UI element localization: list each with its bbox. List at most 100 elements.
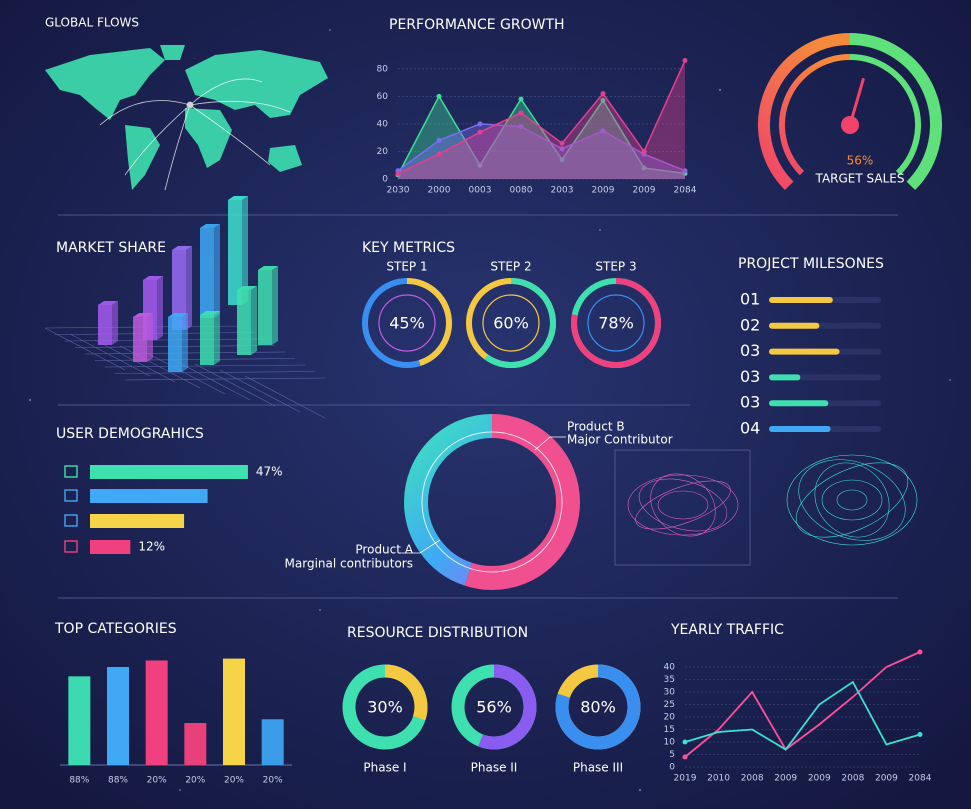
panel-title: PERFORMANCE GROWTH	[389, 17, 565, 33]
star	[319, 609, 321, 611]
star	[28, 398, 32, 402]
wireframe-pink	[614, 449, 751, 566]
bar-side	[147, 313, 153, 362]
star	[329, 29, 331, 31]
demographic-icons	[64, 465, 78, 553]
panel-title: GLOBAL FLOWS	[45, 16, 139, 30]
y-tick-label: 5	[669, 750, 675, 760]
y-tick-label: 35	[664, 675, 675, 685]
bar	[200, 315, 214, 365]
flow-line	[189, 78, 263, 106]
line	[684, 651, 921, 758]
x-tick-label: 2019	[674, 774, 697, 784]
area-line	[397, 94, 686, 176]
flow-line	[164, 104, 191, 191]
row-label: 03	[740, 367, 760, 386]
x-tick-label: 0003	[469, 186, 492, 196]
bar-top	[143, 276, 163, 280]
x-tick-label: 2008	[741, 774, 764, 784]
y-tick-label: 10	[664, 738, 676, 748]
ring-label: STEP 3	[595, 260, 636, 274]
floor-line	[124, 377, 326, 381]
star	[638, 788, 642, 792]
x-tick-label: 20%	[263, 776, 283, 786]
icon	[64, 540, 78, 553]
x-tick-label: 2008	[841, 774, 864, 784]
x-tick-label: 2084	[674, 186, 697, 196]
bar-top	[172, 246, 192, 250]
y-tick-label: 15	[664, 725, 675, 735]
row-label: 03	[740, 393, 760, 412]
bar	[145, 660, 168, 765]
bar	[168, 317, 182, 372]
bar-side	[182, 313, 188, 372]
x-tick-label: 2030	[387, 186, 410, 196]
point	[436, 137, 442, 143]
gauge-arc	[849, 54, 921, 176]
row-label: 02	[740, 315, 760, 334]
bar	[90, 540, 131, 554]
mesh	[627, 474, 739, 536]
progress-bar	[769, 348, 840, 355]
ring-value: 30%	[367, 698, 403, 717]
gauge-hub	[841, 116, 859, 134]
value-label: 12%	[138, 540, 165, 554]
x-tick-label: 20%	[224, 776, 244, 786]
x-tick-label: 20%	[147, 776, 167, 786]
point	[477, 121, 483, 127]
y-tick-label: 60	[377, 92, 389, 102]
line	[684, 680, 921, 751]
callout-name: Product B	[567, 420, 625, 434]
area-line	[397, 123, 686, 172]
point	[600, 91, 606, 97]
x-tick-label: 2084	[909, 774, 932, 784]
bar-side	[157, 276, 163, 340]
star	[599, 229, 601, 231]
area-fill	[398, 60, 685, 180]
x-tick-label: 2009	[875, 774, 898, 784]
x-tick-label: 2010	[707, 774, 730, 784]
continent	[268, 145, 302, 172]
ring-value: 60%	[493, 314, 529, 333]
floor-line	[219, 369, 301, 413]
point	[641, 165, 647, 171]
point	[477, 162, 483, 168]
mesh	[635, 480, 731, 530]
bar	[184, 723, 207, 765]
continent	[160, 45, 185, 60]
star	[949, 379, 951, 381]
callout-note: Marginal contributors	[285, 557, 413, 571]
x-tick-label: 0080	[510, 186, 533, 196]
icon	[64, 465, 78, 478]
ring-value: 78%	[598, 314, 634, 333]
point	[559, 146, 565, 152]
point	[559, 157, 565, 163]
x-tick-label: 2000	[428, 186, 451, 196]
y-tick-label: 25	[664, 700, 675, 710]
panel-title: YEARLY TRAFFIC	[670, 622, 784, 638]
floor-line	[194, 363, 276, 407]
bar-top	[237, 286, 257, 290]
continent	[45, 48, 165, 120]
point	[395, 170, 401, 176]
star	[718, 88, 722, 92]
bar-top	[258, 266, 278, 270]
bar-side	[112, 301, 118, 345]
point	[917, 649, 923, 655]
bar	[200, 228, 214, 318]
point	[600, 97, 606, 103]
point	[641, 148, 647, 154]
bar	[261, 719, 284, 765]
ring-label: Phase I	[363, 761, 406, 775]
progress-bar	[769, 400, 829, 407]
floor-line	[44, 327, 126, 371]
floor-line	[114, 371, 316, 374]
panel-title: MARKET SHARE	[56, 240, 166, 256]
bar-top	[168, 313, 188, 317]
ring-arc	[466, 278, 556, 368]
bar-top	[228, 196, 248, 200]
value-label: 47%	[256, 465, 283, 479]
x-tick-label: 2009	[774, 774, 797, 784]
flow-line	[99, 100, 191, 126]
ring-arc	[571, 278, 661, 368]
